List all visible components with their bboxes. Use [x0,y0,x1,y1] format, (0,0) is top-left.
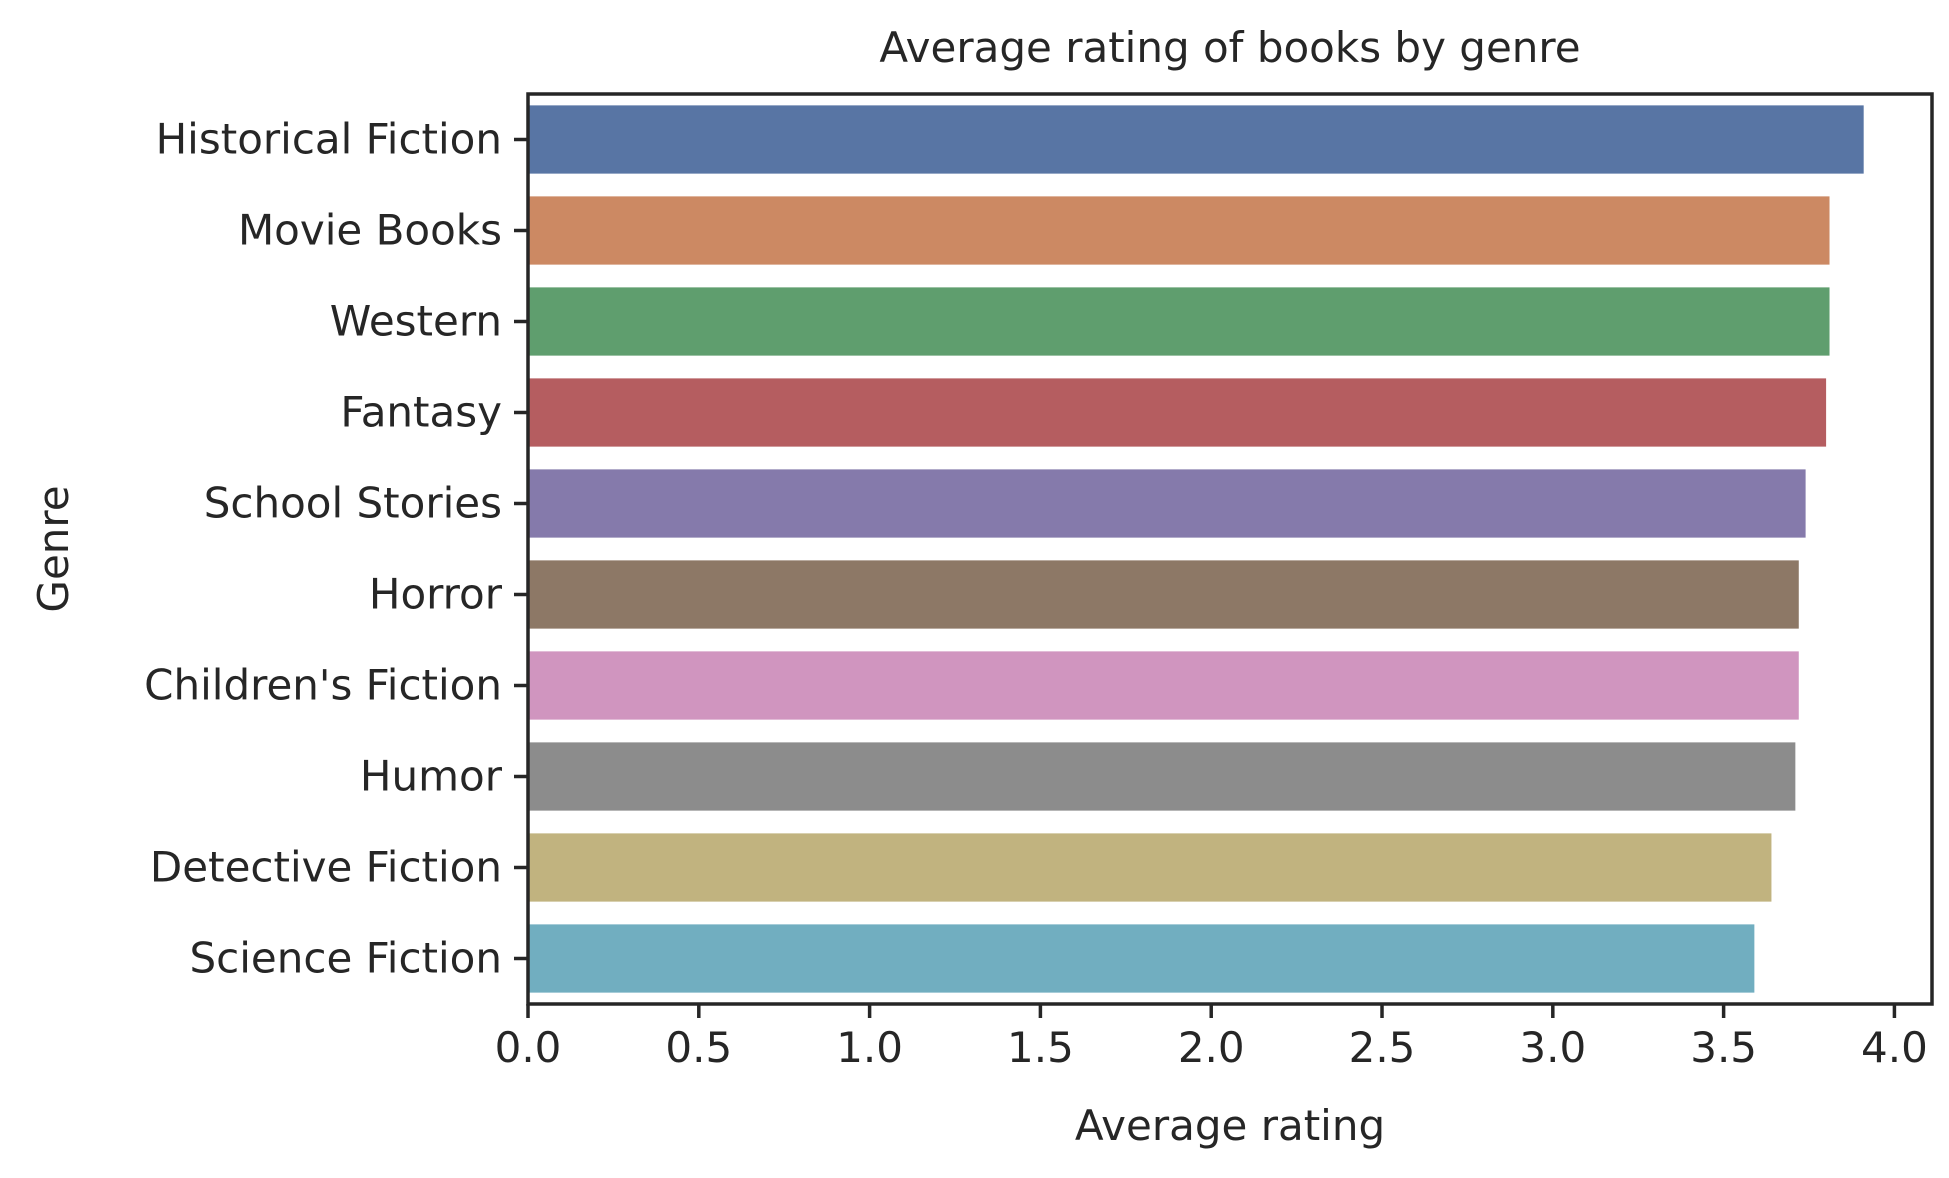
bar [528,469,1806,538]
bar [528,378,1827,447]
x-tick-label: 2.0 [1178,1023,1245,1072]
y-tick-label: School Stories [204,479,502,528]
x-tick-label: 0.0 [495,1023,562,1072]
bar [528,833,1772,902]
y-tick-label: Fantasy [340,388,502,437]
bar [528,560,1799,629]
x-axis-label: Average rating [1075,1101,1385,1150]
bar [528,105,1864,174]
x-tick-label: 4.0 [1861,1023,1928,1072]
y-tick-label: Movie Books [238,206,502,255]
bar [528,287,1830,356]
y-tick-label: Historical Fiction [156,115,502,164]
x-tick-label: 3.0 [1519,1023,1586,1072]
y-tick-label: Humor [360,752,503,801]
y-tick-label: Western [330,297,502,346]
y-axis-ticks: Historical Fiction Movie Books Western Fant… [144,115,528,983]
y-tick-label: Detective Fiction [150,843,502,892]
y-axis-label: Genre [29,485,78,612]
x-tick-label: 1.0 [836,1023,903,1072]
y-tick-label: Horror [369,570,503,619]
x-tick-label: 2.5 [1349,1023,1416,1072]
bars-group [528,105,1864,993]
x-tick-label: 0.5 [665,1023,732,1072]
bar [528,742,1796,811]
bar [528,651,1799,720]
bar [528,924,1755,993]
x-tick-label: 1.5 [1007,1023,1074,1072]
y-tick-label: Science Fiction [190,934,502,983]
chart-title: Average rating of books by genre [879,23,1580,72]
bar [528,196,1830,265]
x-axis-ticks: 0.0 0.5 1.0 1.5 2.0 2.5 3.0 3.5 4.0 [495,1004,1928,1072]
y-tick-label: Children's Fiction [144,661,502,710]
plot-frame [526,92,1934,1006]
x-tick-label: 3.5 [1690,1023,1757,1072]
